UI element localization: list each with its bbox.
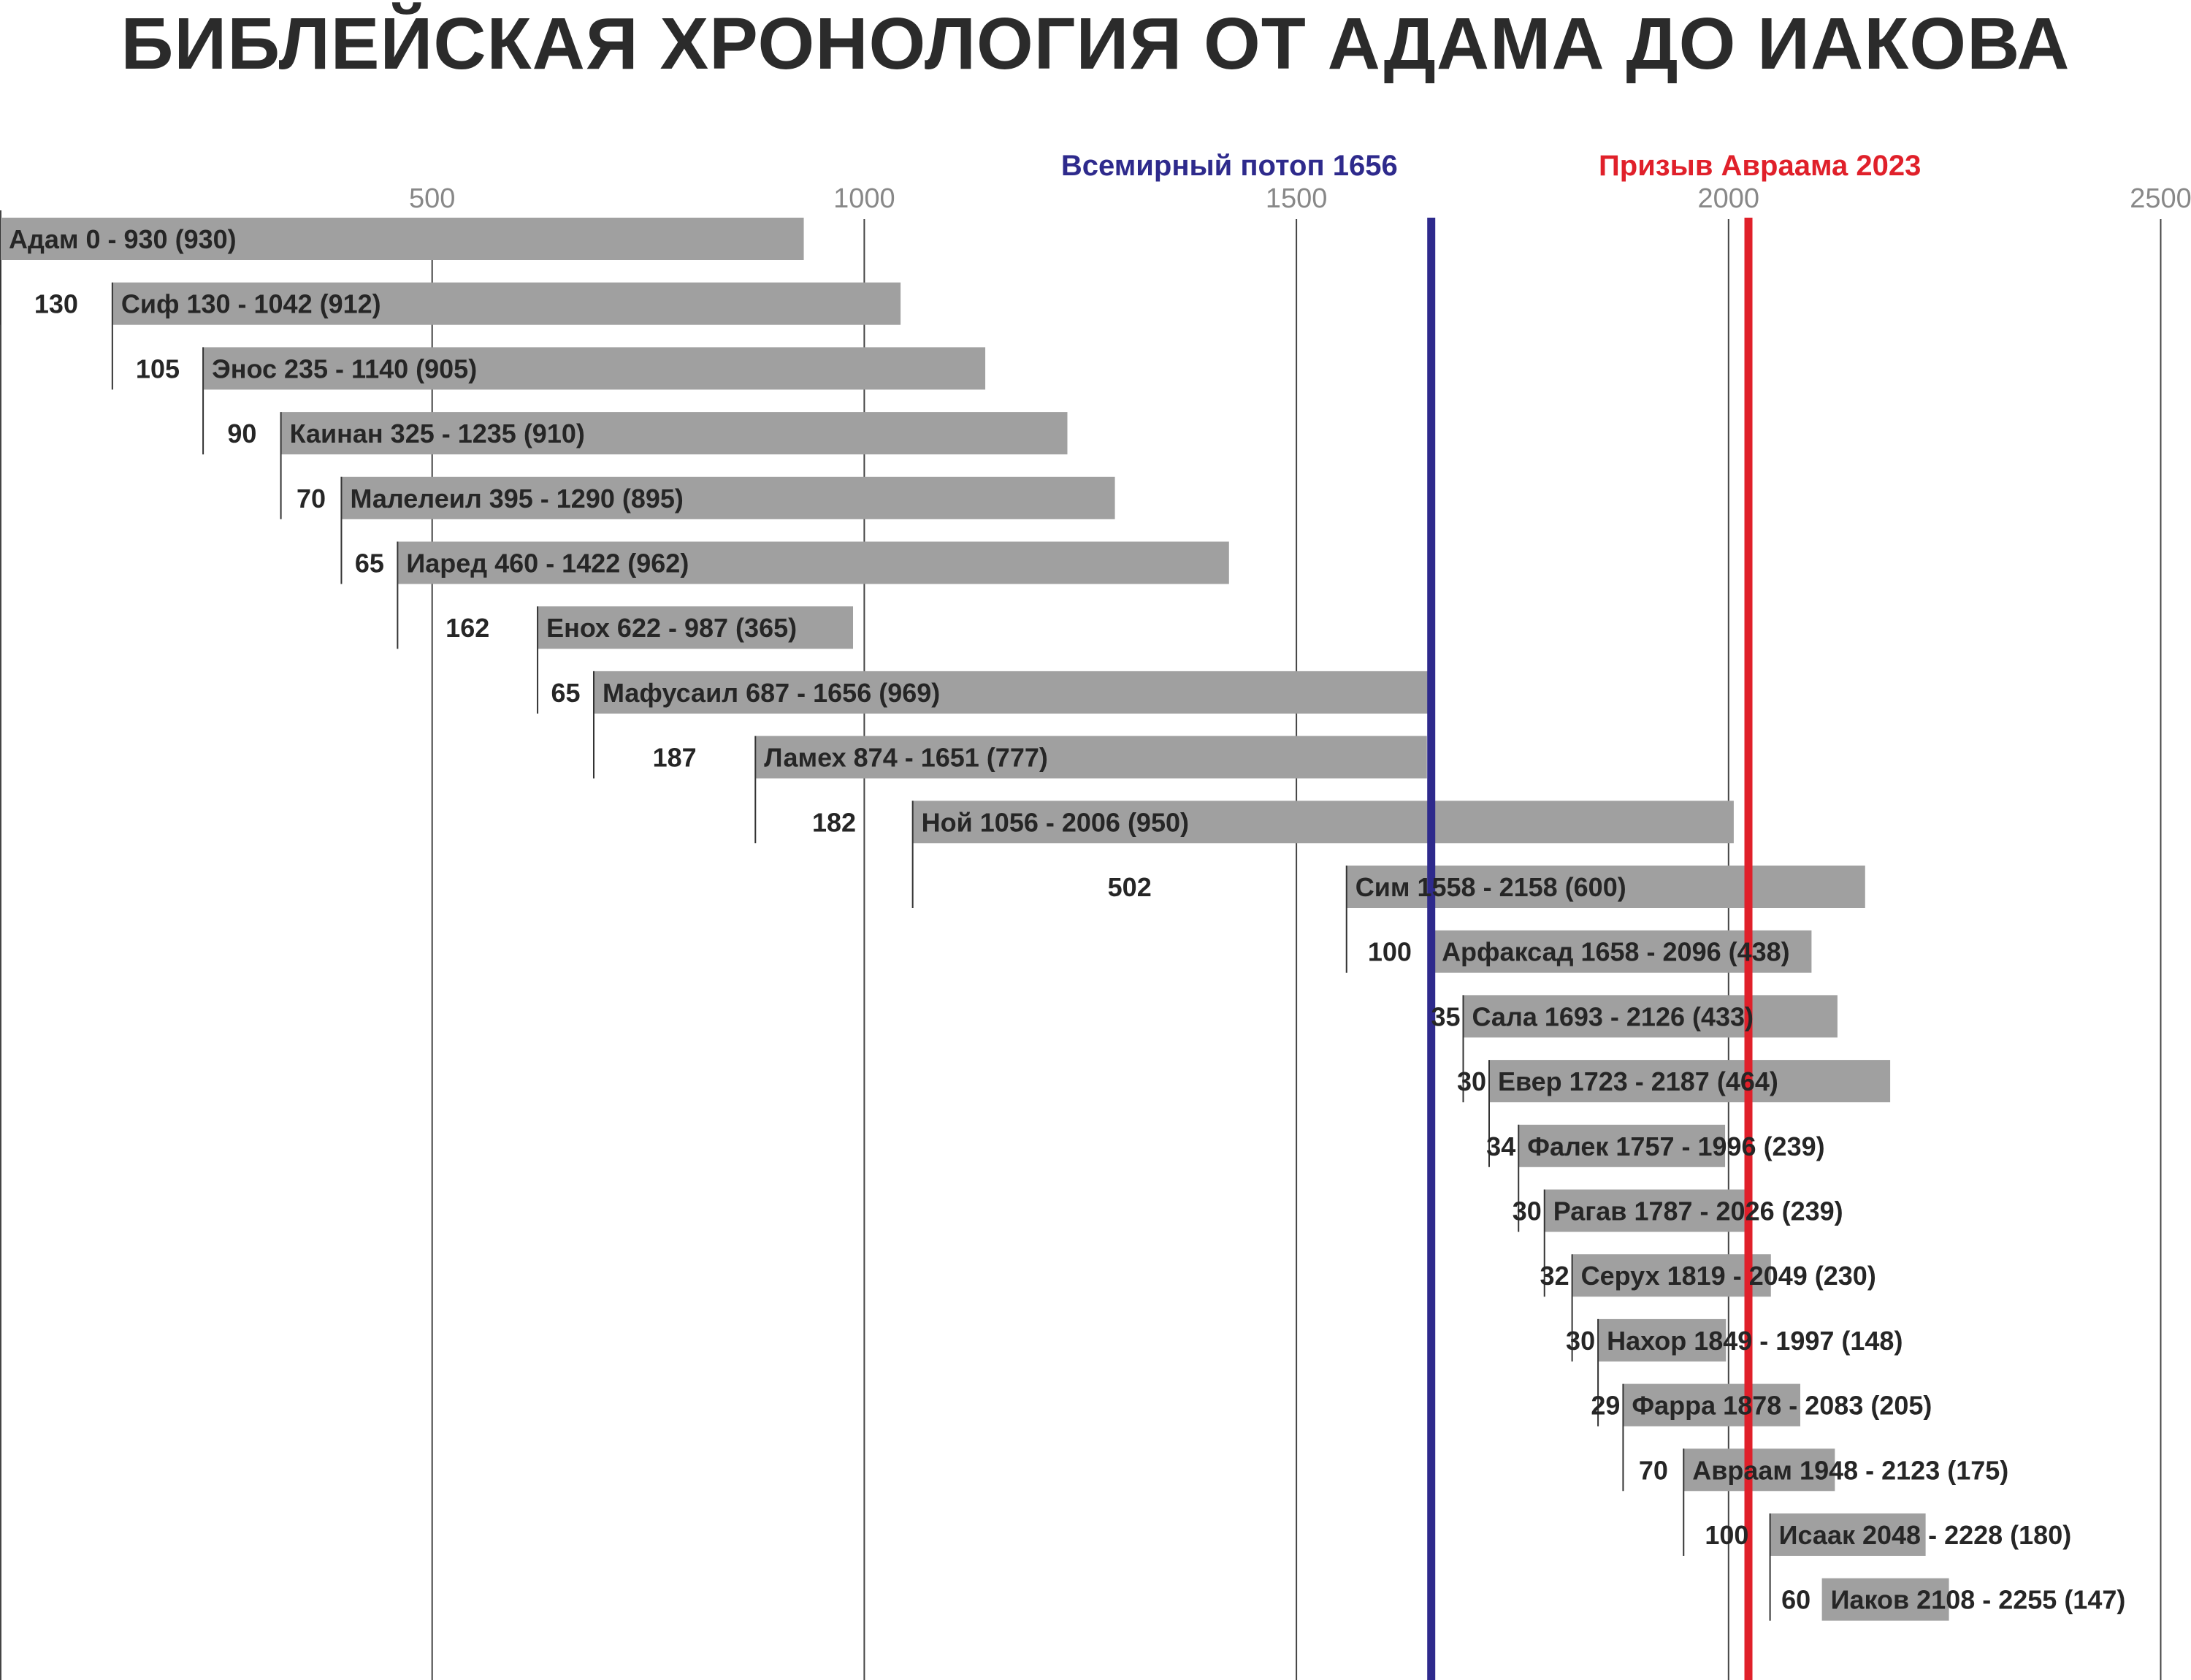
bar	[1598, 1318, 1727, 1362]
bar	[912, 801, 1734, 844]
tick-label: 500	[409, 183, 455, 214]
bar-label: Фалек 1757 - 1996 (239)	[1527, 1131, 1824, 1161]
bar	[203, 347, 986, 390]
gap-label: 30	[1566, 1326, 1595, 1356]
gap-label: 100	[1705, 1520, 1748, 1550]
tick-label: 1500	[1266, 183, 1328, 214]
gap-label: 70	[1639, 1455, 1668, 1485]
bar-label: Нахор 1849 - 1997 (148)	[1607, 1326, 1903, 1356]
bar-label: Сиф 130 - 1042 (912)	[121, 289, 381, 319]
gap-label: 35	[1431, 1001, 1460, 1031]
gap-label: 90	[227, 419, 256, 448]
gap-label: 130	[34, 289, 78, 319]
event-marker-label: Всемирный потоп 1656	[1061, 150, 1398, 182]
gap-label: 187	[653, 743, 697, 773]
bar-label: Мафусаил 687 - 1656 (969)	[603, 678, 940, 708]
gap-label: 60	[1781, 1585, 1810, 1615]
bar	[0, 218, 804, 260]
bar-label: Малелеил 395 - 1290 (895)	[350, 484, 683, 513]
bar-label: Рагав 1787 - 2026 (239)	[1553, 1196, 1843, 1226]
gap-label: 105	[136, 354, 180, 383]
bar-label: Фарра 1878 - 2083 (205)	[1632, 1391, 1932, 1421]
bar	[1488, 1060, 1891, 1103]
bar-label: Ламех 874 - 1651 (777)	[764, 743, 1048, 773]
bar	[280, 412, 1068, 455]
bar-label: Иаред 460 - 1422 (962)	[406, 549, 689, 579]
gap-label: 70	[297, 484, 326, 513]
bar-label: Енох 622 - 987 (365)	[546, 613, 797, 643]
bar	[538, 606, 854, 649]
bar-label: Авраам 1948 - 2123 (175)	[1692, 1455, 2008, 1485]
tick-label: 1000	[833, 183, 895, 214]
bar	[397, 541, 1229, 584]
bar-label: Сала 1693 - 2126 (433)	[1472, 1001, 1754, 1031]
bar	[341, 476, 1115, 519]
bar	[1683, 1448, 1835, 1492]
gap-label: 34	[1486, 1131, 1515, 1161]
chart-title: БИБЛЕЙСКАЯ ХРОНОЛОГИЯ ОТ АДАМА ДО ИАКОВА	[121, 3, 2070, 85]
gap-label: 502	[1108, 872, 1152, 902]
bar	[1544, 1189, 1751, 1232]
bar	[1463, 995, 1838, 1038]
bar-label: Арфаксад 1658 - 2096 (438)	[1442, 937, 1790, 967]
gap-label: 182	[812, 807, 856, 837]
bar-label: Каинан 325 - 1235 (910)	[290, 419, 585, 448]
bar	[593, 671, 1431, 714]
gap-label: 100	[1368, 937, 1412, 967]
bars-layer	[0, 218, 1949, 1621]
labels-layer: Всемирный потоп 1656 Призыв Авраама 2023 А…	[9, 150, 2125, 1615]
event-marker-label: Призыв Авраама 2023	[1599, 150, 1921, 182]
bar	[112, 282, 901, 325]
bar-label: Евер 1723 - 2187 (464)	[1498, 1066, 1778, 1096]
bar	[1572, 1254, 1771, 1297]
bar-label: Серух 1819 - 2049 (230)	[1581, 1261, 1876, 1291]
bar-label: Иаков 2108 - 2255 (147)	[1831, 1585, 2126, 1615]
tick-label: 2500	[2130, 183, 2191, 214]
gap-label: 162	[446, 613, 489, 643]
markers-layer	[1427, 218, 1753, 1680]
gap-label: 30	[1513, 1196, 1542, 1226]
bar-label: Энос 235 - 1140 (905)	[212, 354, 477, 383]
bar-label: Ной 1056 - 2006 (950)	[922, 807, 1189, 837]
gap-label: 30	[1457, 1066, 1486, 1096]
gap-label: 65	[355, 549, 384, 579]
bar	[1518, 1124, 1726, 1167]
gap-label: 65	[551, 678, 581, 708]
bar	[755, 736, 1427, 779]
tick-label: 2000	[1698, 183, 1760, 214]
bar-label: Исаак 2048 - 2228 (180)	[1779, 1520, 2072, 1550]
bar	[1821, 1578, 1949, 1621]
gap-label: 32	[1540, 1261, 1569, 1291]
bar-label: Сим 1558 - 2158 (600)	[1355, 872, 1626, 902]
gap-label: 29	[1591, 1391, 1620, 1421]
bar-label: Адам 0 - 930 (930)	[9, 224, 237, 254]
bar	[1770, 1513, 1926, 1556]
bar	[1623, 1383, 1801, 1427]
